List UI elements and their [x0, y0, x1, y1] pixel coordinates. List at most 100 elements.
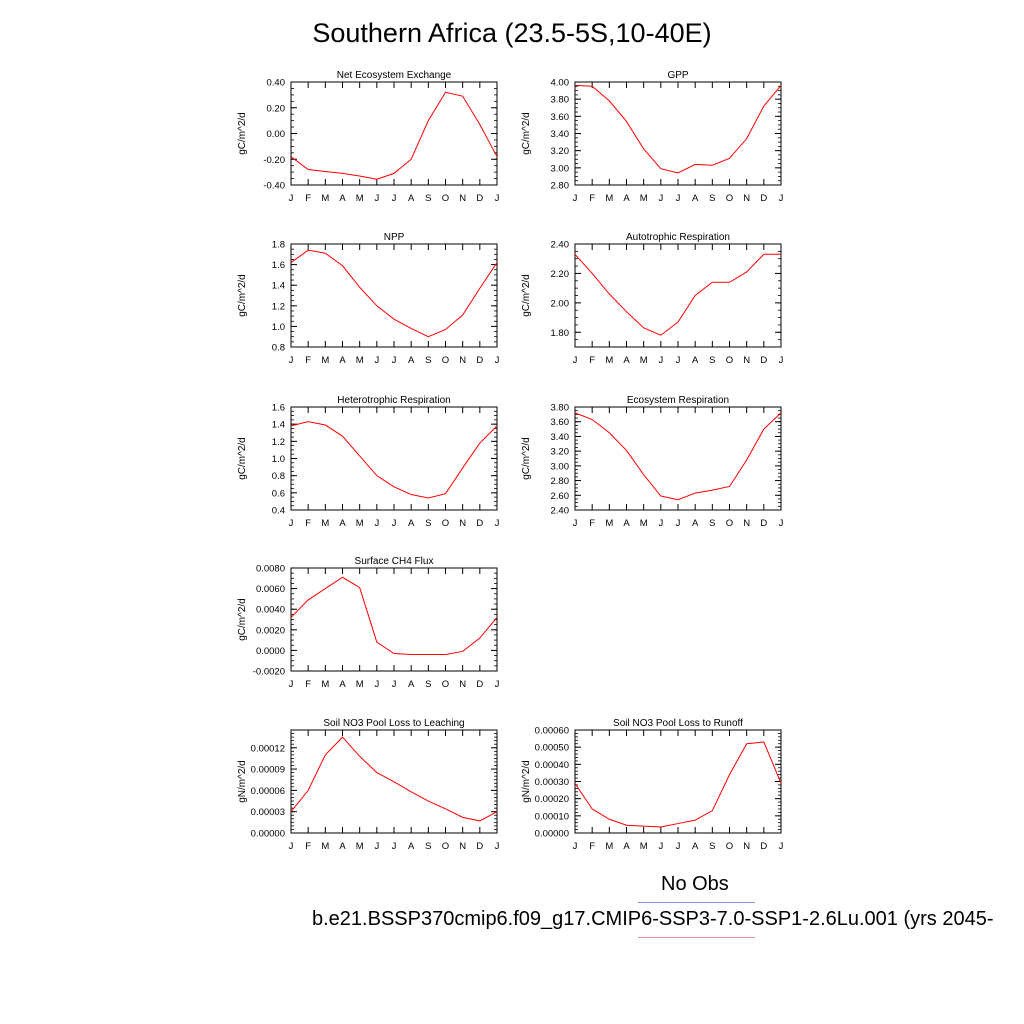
x-tick-label: O	[442, 518, 449, 529]
series-line	[574, 412, 782, 501]
series-line	[290, 576, 498, 656]
series-line	[290, 249, 498, 338]
x-tick-label: J	[495, 679, 500, 690]
series-line	[574, 84, 782, 174]
x-tick-label: J	[658, 193, 663, 204]
legend-obs-line	[638, 902, 755, 903]
y-tick-label: 4.00	[551, 78, 570, 89]
x-tick-label: J	[374, 193, 379, 204]
legend-obs-label: No Obs	[661, 873, 729, 895]
x-tick-label: J	[289, 355, 294, 366]
x-tick-label: F	[589, 355, 595, 366]
y-tick-label: 0.00010	[535, 811, 569, 822]
x-tick-label: J	[573, 841, 578, 852]
chart-panel-8: Soil NO3 Pool Loss to LeachinggN/m^2/d0.…	[237, 718, 500, 852]
x-tick-label: J	[495, 518, 500, 529]
y-tick-label: 3.00	[551, 461, 570, 472]
y-tick-label: 0.00000	[251, 829, 285, 840]
x-tick-label: D	[476, 679, 483, 690]
x-tick-label: A	[408, 679, 415, 690]
chart-panel-6: Ecosystem Respiration gC/m^2/d 2.40 2.60 2.8…	[521, 395, 784, 529]
x-tick-label: J	[374, 841, 379, 852]
x-tick-label: M	[321, 841, 329, 852]
x-tick-label: N	[459, 355, 466, 366]
x-tick-label: J	[374, 355, 379, 366]
y-tick-label: 2.80	[551, 476, 570, 487]
x-tick-label: D	[760, 518, 767, 529]
x-tick-label: M	[640, 355, 648, 366]
x-tick-label: M	[321, 355, 329, 366]
x-tick-label: F	[305, 355, 311, 366]
x-tick-label: O	[726, 518, 733, 529]
x-tick-label: F	[305, 841, 311, 852]
y-tick-label: 1.2	[272, 437, 285, 448]
panel-title: NPP	[384, 232, 405, 243]
x-tick-label: S	[425, 518, 431, 529]
x-tick-label: A	[339, 679, 346, 690]
x-tick-label: D	[760, 355, 767, 366]
y-axis-label: gC/m^2/d	[521, 112, 532, 155]
x-tick-label: S	[709, 355, 715, 366]
x-tick-label: D	[760, 841, 767, 852]
x-tick-label: N	[459, 518, 466, 529]
x-tick-label: D	[760, 193, 767, 204]
y-tick-label: 3.80	[551, 403, 570, 414]
series-line	[574, 741, 782, 828]
panel-title: Heterotrophic Respiration	[337, 395, 450, 406]
x-tick-label: A	[339, 355, 346, 366]
x-tick-label: J	[573, 193, 578, 204]
x-tick-label: A	[408, 355, 415, 366]
chart-panel-5: Heterotrophic Respiration gC/m^2/d 0.4 0.6 0…	[237, 395, 500, 529]
x-tick-label: J	[289, 518, 294, 529]
y-tick-label: 0.00012	[251, 743, 285, 754]
x-tick-label: A	[408, 841, 415, 852]
chart-panel-4: Autotrophic Respiration gC/m^2/d 1.80 2.00 2…	[521, 232, 784, 366]
series-line	[574, 253, 781, 336]
x-tick-label: F	[589, 193, 595, 204]
x-tick-label: A	[339, 841, 346, 852]
x-tick-label: D	[476, 193, 483, 204]
x-tick-label: F	[305, 518, 311, 529]
y-axis-label: gC/m^2/d	[521, 274, 532, 317]
x-tick-label: S	[425, 355, 431, 366]
x-tick-label: N	[743, 193, 750, 204]
x-tick-label: J	[289, 679, 294, 690]
figure-title: Southern Africa (23.5-5S,10-40E)	[312, 18, 712, 48]
x-tick-label: A	[408, 518, 415, 529]
y-tick-label: 0.00003	[251, 807, 285, 818]
y-tick-label: 3.60	[551, 417, 570, 428]
y-tick-label: -0.40	[263, 181, 285, 192]
x-tick-label: S	[425, 679, 431, 690]
x-tick-label: J	[676, 841, 681, 852]
x-tick-label: J	[495, 841, 500, 852]
y-axis-label: gC/m^2/d	[237, 274, 248, 317]
y-tick-label: 0.00060	[535, 726, 569, 737]
x-tick-label: J	[676, 193, 681, 204]
x-tick-label: N	[743, 518, 750, 529]
y-tick-label: 2.60	[551, 491, 570, 502]
x-tick-label: M	[356, 679, 364, 690]
x-tick-label: J	[573, 355, 578, 366]
y-axis-label: gC/m^2/d	[237, 437, 248, 480]
chart-panel-2: GPP gC/m^2/d 2.80 3.00 3.20 3.40 3.60 3.80 4.00 J…	[521, 70, 784, 204]
y-tick-label: -0.20	[263, 155, 285, 166]
y-tick-label: 3.40	[551, 432, 570, 443]
x-tick-label: O	[442, 679, 449, 690]
x-tick-label: O	[442, 841, 449, 852]
x-tick-label: O	[442, 193, 449, 204]
y-axis-label: gN/m^2/d	[521, 760, 532, 803]
x-tick-label: F	[589, 841, 595, 852]
x-tick-label: F	[305, 679, 311, 690]
x-tick-label: A	[623, 518, 630, 529]
panel-title: GPP	[667, 70, 688, 81]
x-tick-label: J	[374, 679, 379, 690]
chart-panel-9: Soil NO3 Pool Loss to RunoffgN/m^2/d0.00…	[521, 718, 784, 852]
y-tick-label: 0.00030	[535, 777, 569, 788]
y-tick-label: 2.20	[551, 269, 570, 280]
y-tick-label: 3.60	[551, 112, 570, 123]
y-tick-label: 0.0020	[256, 625, 285, 636]
chart-panel-1: Net Ecosystem Exchange gC/m^2/d -0.40 -0.20…	[237, 70, 500, 204]
x-tick-label: S	[709, 518, 715, 529]
x-tick-label: S	[709, 193, 715, 204]
